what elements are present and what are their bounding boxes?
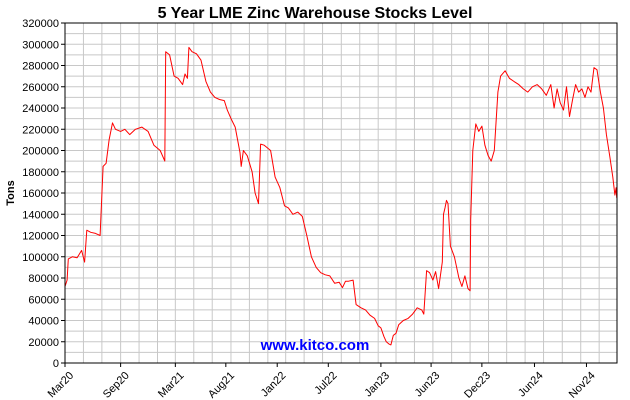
x-tick-label: Sep20: [101, 370, 132, 400]
y-tick-label: 160000: [22, 188, 59, 200]
y-tick-label: 80000: [28, 273, 59, 285]
y-tick-label: 140000: [22, 209, 59, 221]
y-tick-label: 260000: [22, 82, 59, 94]
y-tick-label: 200000: [22, 146, 59, 158]
x-tick-label: Jun23: [413, 370, 443, 400]
x-tick-label: Nov24: [567, 370, 598, 400]
x-tick-label: Jun24: [516, 370, 546, 400]
x-axis: Mar20 Sep20 Mar21 Aug21 Jan22 Jul22 Jan23 Jun23…: [46, 363, 598, 400]
y-tick-label: 300000: [22, 39, 59, 51]
y-tick-label: 220000: [22, 124, 59, 136]
y-tick-label: 180000: [22, 167, 59, 179]
series-layer: [64, 46, 618, 346]
watermark-text: www.kitco.com: [260, 337, 370, 354]
x-tick-label: Jan23: [362, 370, 392, 400]
x-tick-label: Jan22: [259, 370, 289, 400]
x-tick-label: Jul22: [312, 370, 339, 397]
y-tick-label: 120000: [22, 231, 59, 243]
y-tick-label: 100000: [22, 252, 59, 264]
y-tick-label: 40000: [28, 316, 59, 328]
grid-layer: [64, 22, 618, 364]
x-tick-label: Mar21: [156, 370, 187, 400]
y-tick-label: 60000: [28, 294, 59, 306]
x-tick-label: Aug21: [206, 370, 237, 400]
x-tick-label: Mar20: [46, 370, 77, 400]
y-axis: 0 20000 40000 60000 80000 100000 120000 140000 1…: [22, 18, 65, 370]
watermark-layer: www.kitco.com: [260, 337, 370, 354]
chart-title: 5 Year LME Zinc Warehouse Stocks Level: [158, 5, 473, 22]
y-tick-label: 20000: [28, 337, 59, 349]
x-tick-label: Dec23: [462, 370, 493, 400]
y-axis-label: Tons: [5, 180, 17, 205]
y-tick-label: 280000: [22, 61, 59, 73]
y-tick-label: 240000: [22, 103, 59, 115]
series-line-zinc-stocks: [64, 46, 618, 346]
y-tick-label: 320000: [22, 18, 59, 30]
y-tick-label: 0: [53, 358, 59, 370]
